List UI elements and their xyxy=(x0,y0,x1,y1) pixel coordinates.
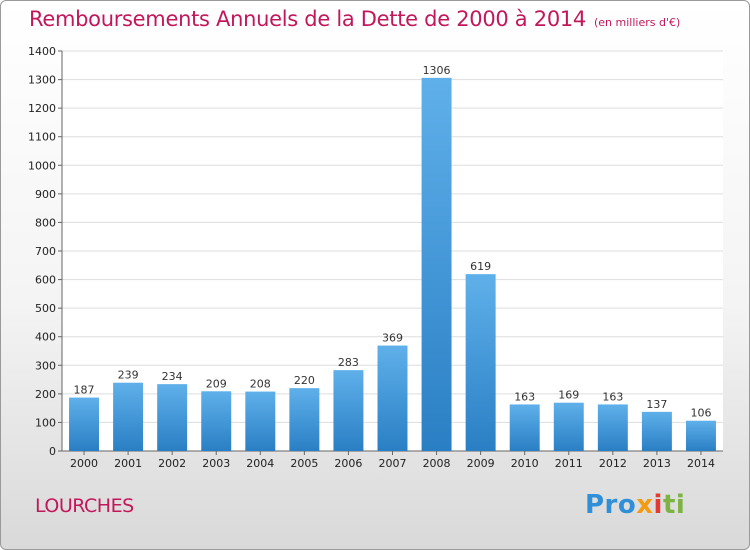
bar xyxy=(377,345,408,451)
y-tick-label: 1200 xyxy=(28,102,56,115)
y-tick-label: 700 xyxy=(35,245,56,258)
bar xyxy=(245,391,276,451)
bar xyxy=(509,404,540,451)
x-tick-label: 2000 xyxy=(70,457,98,470)
x-tick-label: 2010 xyxy=(511,457,539,470)
y-tick-label: 1000 xyxy=(28,159,56,172)
y-tick-label: 400 xyxy=(35,331,56,344)
y-tick-label: 1100 xyxy=(28,131,56,144)
x-tick-label: 2007 xyxy=(379,457,407,470)
y-tick-label: 0 xyxy=(49,445,56,458)
bar xyxy=(201,391,232,451)
logo-part-2: x xyxy=(636,490,654,520)
bar xyxy=(333,370,364,451)
chart-subtitle: (en milliers d'€) xyxy=(594,16,681,29)
bar xyxy=(113,382,144,451)
commune-name: LOURCHES xyxy=(35,495,134,517)
proxiti-logo: Proxiti xyxy=(585,490,685,520)
x-tick-label: 2002 xyxy=(158,457,186,470)
x-tick-label: 2003 xyxy=(202,457,230,470)
chart-title: Remboursements Annuels de la Dette de 20… xyxy=(29,7,586,31)
data-label: 169 xyxy=(558,389,579,402)
x-tick-label: 2005 xyxy=(290,457,318,470)
data-label: 619 xyxy=(470,260,491,273)
x-tick-label: 2001 xyxy=(114,457,142,470)
logo-part-4: ti xyxy=(662,490,686,520)
y-tick-label: 1400 xyxy=(28,45,56,58)
data-label: 106 xyxy=(690,407,711,420)
x-tick-label: 2009 xyxy=(467,457,495,470)
data-label: 220 xyxy=(294,374,315,387)
y-tick-label: 1300 xyxy=(28,74,56,87)
y-tick-label: 800 xyxy=(35,216,56,229)
data-label: 1306 xyxy=(423,64,451,77)
logo-part-3: i xyxy=(653,490,663,520)
data-label: 239 xyxy=(118,369,139,382)
bar xyxy=(289,388,320,451)
x-tick-label: 2006 xyxy=(334,457,362,470)
bar xyxy=(685,420,716,451)
x-tick-label: 2013 xyxy=(643,457,671,470)
data-label: 187 xyxy=(74,384,95,397)
chart-title-block: Remboursements Annuels de la Dette de 20… xyxy=(29,7,680,31)
x-tick-label: 2008 xyxy=(423,457,451,470)
x-tick-label: 2011 xyxy=(555,457,583,470)
y-tick-label: 300 xyxy=(35,359,56,372)
y-tick-label: 200 xyxy=(35,388,56,401)
y-tick-label: 600 xyxy=(35,274,56,287)
bar xyxy=(69,397,100,451)
data-label: 137 xyxy=(646,398,667,411)
data-label: 163 xyxy=(602,390,623,403)
y-tick-label: 100 xyxy=(35,416,56,429)
data-label: 163 xyxy=(514,390,535,403)
bar xyxy=(553,402,584,451)
y-tick-label: 900 xyxy=(35,188,56,201)
x-tick-label: 2004 xyxy=(246,457,274,470)
data-label: 234 xyxy=(162,370,183,383)
bar xyxy=(157,384,188,451)
bar xyxy=(597,404,628,451)
logo-part-1: Pro xyxy=(585,490,637,520)
data-label: 369 xyxy=(382,332,403,345)
x-tick-label: 2014 xyxy=(687,457,715,470)
y-tick-label: 500 xyxy=(35,302,56,315)
bar xyxy=(641,411,672,451)
data-label: 283 xyxy=(338,356,359,369)
data-label: 209 xyxy=(206,377,227,390)
x-tick-label: 2012 xyxy=(599,457,627,470)
bar xyxy=(465,274,496,451)
bar xyxy=(421,77,452,451)
data-label: 208 xyxy=(250,378,271,391)
